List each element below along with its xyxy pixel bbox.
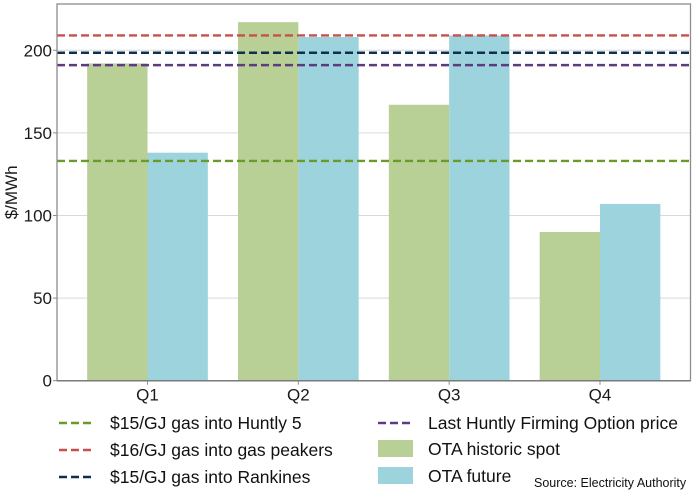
y-tick-label: 150 — [24, 124, 52, 143]
y-tick-label: 200 — [24, 41, 52, 60]
x-tick-label: Q1 — [136, 386, 159, 405]
legend-item: $15/GJ gas into Huntly 5 — [59, 413, 302, 433]
legend-label: $15/GJ gas into Rankines — [110, 467, 311, 487]
bars — [87, 22, 661, 381]
bar-future-q2 — [298, 37, 359, 381]
x-tick-label: Q4 — [589, 386, 612, 405]
y-tick-label: 50 — [33, 289, 52, 308]
legend-label: $15/GJ gas into Huntly 5 — [110, 413, 302, 433]
bar-future-q1 — [147, 152, 208, 381]
legend: $15/GJ gas into Huntly 5 $16/GJ gas into … — [59, 413, 678, 487]
bar-historic-spot-q2 — [238, 22, 299, 381]
bar-historic-spot-q4 — [539, 232, 600, 381]
reference-lines — [57, 34, 691, 163]
legend-item: $15/GJ gas into Rankines — [59, 467, 311, 487]
legend-label: OTA historic spot — [428, 439, 560, 459]
y-tick-label: 100 — [24, 206, 52, 225]
y-axis-ticks: 0 50 100 150 200 — [24, 41, 57, 391]
x-axis-ticks: Q1 Q2 Q3 Q4 — [136, 380, 612, 405]
legend-fill-swatch — [378, 467, 413, 484]
y-tick-label: 0 — [43, 372, 52, 391]
y-axis-title: $/MWh — [2, 165, 21, 219]
x-tick-label: Q3 — [438, 386, 461, 405]
legend-fill-swatch — [378, 440, 413, 457]
x-tick-label: Q2 — [287, 386, 310, 405]
bar-future-q4 — [600, 203, 661, 381]
legend-label: OTA future — [428, 466, 511, 486]
bar-future-q3 — [449, 35, 510, 381]
legend-label: $16/GJ gas into gas peakers — [110, 440, 333, 460]
legend-item: $16/GJ gas into gas peakers — [59, 440, 333, 460]
source-note: Source: Electricity Authority — [534, 476, 687, 490]
legend-item: OTA historic spot — [378, 439, 560, 459]
bar-historic-spot-q1 — [87, 63, 148, 381]
legend-label: Last Huntly Firming Option price — [428, 413, 678, 433]
bar-historic-spot-q3 — [388, 104, 450, 381]
legend-item: OTA future — [378, 466, 511, 486]
legend-item: Last Huntly Firming Option price — [378, 413, 678, 433]
